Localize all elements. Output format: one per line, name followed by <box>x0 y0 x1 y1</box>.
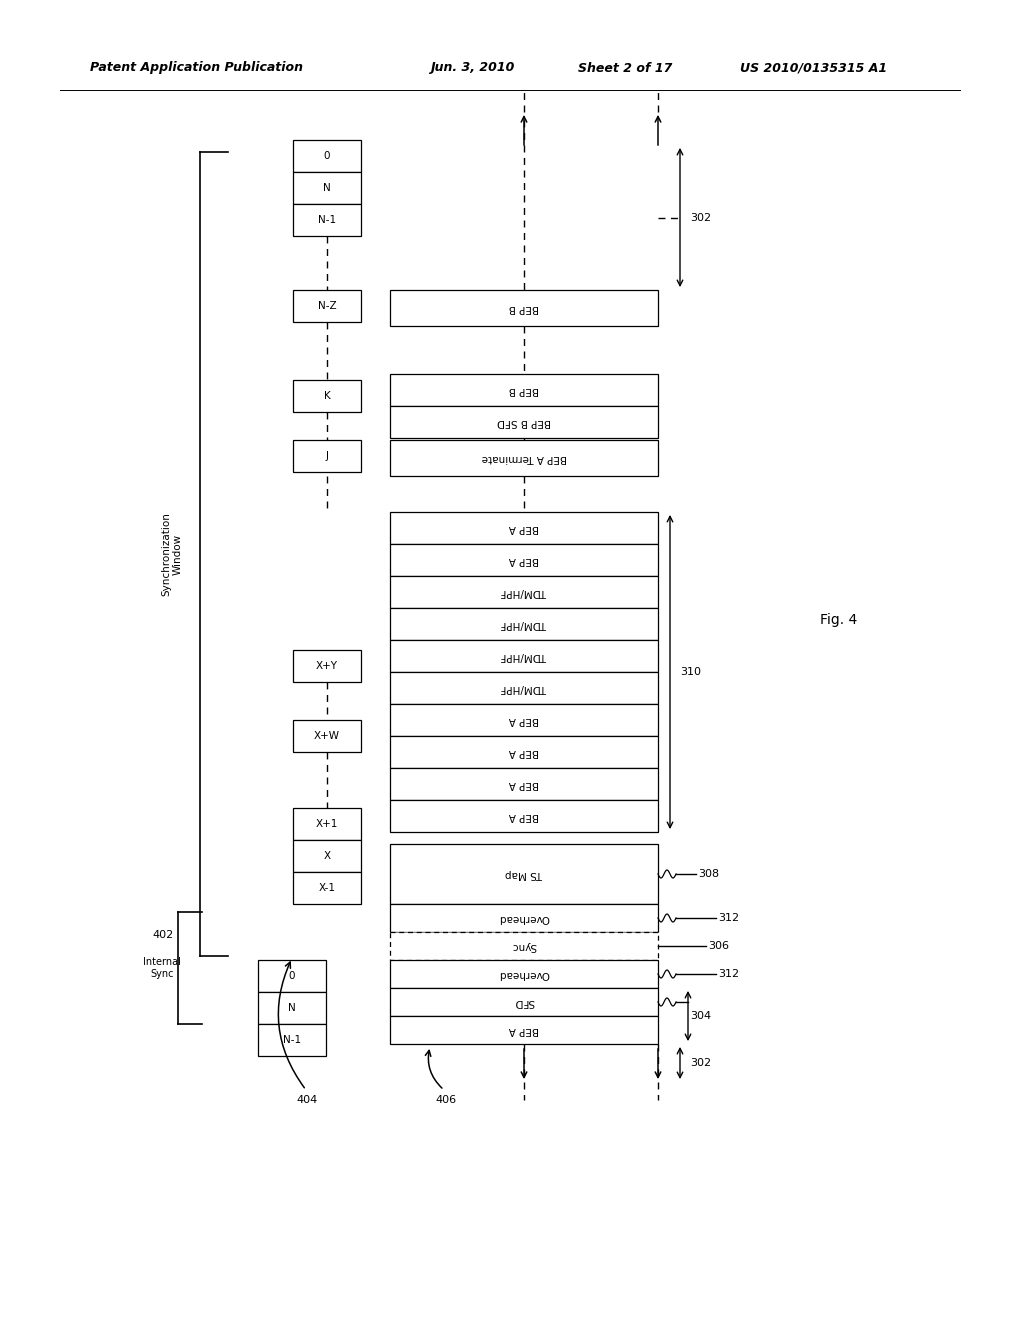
Text: 302: 302 <box>690 1059 711 1068</box>
Text: 310: 310 <box>680 667 701 677</box>
Bar <box>390 672 658 704</box>
Text: 304: 304 <box>690 1011 711 1020</box>
Text: Patent Application Publication: Patent Application Publication <box>90 62 303 74</box>
Bar <box>390 987 658 1016</box>
Bar <box>390 290 658 326</box>
Text: 306: 306 <box>708 941 729 950</box>
Bar <box>390 1016 658 1044</box>
Text: TDM/HPF: TDM/HPF <box>501 651 547 661</box>
Text: BEP A: BEP A <box>509 523 539 533</box>
Bar <box>293 205 361 236</box>
Bar <box>390 374 658 407</box>
Bar <box>293 808 361 840</box>
Bar <box>390 960 658 987</box>
Text: N-Z: N-Z <box>317 301 336 312</box>
Text: X+W: X+W <box>314 731 340 741</box>
Text: X+1: X+1 <box>315 818 338 829</box>
Text: 406: 406 <box>435 1096 456 1105</box>
Bar <box>258 960 326 993</box>
Text: 404: 404 <box>296 1096 317 1105</box>
Text: 312: 312 <box>718 969 739 979</box>
Bar <box>390 640 658 672</box>
Text: Sync: Sync <box>511 941 537 950</box>
Text: BEP A: BEP A <box>509 1026 539 1035</box>
Text: Fig. 4: Fig. 4 <box>820 612 857 627</box>
Text: BEP A: BEP A <box>509 779 539 789</box>
Text: 312: 312 <box>718 913 739 923</box>
Bar <box>390 440 658 477</box>
Bar <box>390 407 658 438</box>
Bar <box>293 172 361 205</box>
Text: K: K <box>324 391 331 401</box>
Bar <box>293 719 361 752</box>
Text: 0: 0 <box>324 150 331 161</box>
Text: Jun. 3, 2010: Jun. 3, 2010 <box>430 62 514 74</box>
Text: 302: 302 <box>690 213 711 223</box>
Text: BEP B SFD: BEP B SFD <box>497 417 551 426</box>
Text: 0: 0 <box>289 972 295 981</box>
Text: X+Y: X+Y <box>316 661 338 671</box>
Bar <box>390 800 658 832</box>
Bar <box>293 840 361 873</box>
Bar <box>293 140 361 172</box>
Text: BEP B: BEP B <box>509 304 539 313</box>
Text: TDM/HPF: TDM/HPF <box>501 587 547 597</box>
Bar <box>390 932 658 960</box>
Text: N: N <box>288 1003 296 1012</box>
Text: Sheet 2 of 17: Sheet 2 of 17 <box>578 62 673 74</box>
Text: N-1: N-1 <box>317 215 336 224</box>
Text: BEP A: BEP A <box>509 810 539 821</box>
Bar <box>390 544 658 576</box>
Text: TDM/HPF: TDM/HPF <box>501 682 547 693</box>
Text: J: J <box>326 451 329 461</box>
Bar <box>258 993 326 1024</box>
Bar <box>390 843 658 904</box>
Bar <box>293 440 361 473</box>
Text: SFD: SFD <box>514 997 535 1007</box>
Text: TDM/HPF: TDM/HPF <box>501 619 547 630</box>
Bar <box>390 512 658 544</box>
Text: TS Map: TS Map <box>505 869 543 879</box>
Bar <box>390 704 658 737</box>
Bar <box>390 768 658 800</box>
Text: BEP A: BEP A <box>509 747 539 756</box>
Bar <box>293 380 361 412</box>
Text: 308: 308 <box>698 869 719 879</box>
Text: X: X <box>324 851 331 861</box>
Bar <box>258 1024 326 1056</box>
Bar <box>390 576 658 609</box>
Text: Internal
Sync: Internal Sync <box>143 957 181 979</box>
Bar <box>390 737 658 768</box>
Text: N: N <box>324 183 331 193</box>
Text: BEP B: BEP B <box>509 385 539 395</box>
Text: BEP A: BEP A <box>509 554 539 565</box>
Text: US 2010/0135315 A1: US 2010/0135315 A1 <box>740 62 887 74</box>
Text: Synchronization
Window: Synchronization Window <box>161 512 183 595</box>
Bar <box>390 609 658 640</box>
Text: X-1: X-1 <box>318 883 336 894</box>
Bar <box>293 290 361 322</box>
Text: BEP A Terminate: BEP A Terminate <box>481 453 566 463</box>
Bar <box>390 904 658 932</box>
Text: BEP A: BEP A <box>509 715 539 725</box>
Text: Overhead: Overhead <box>499 913 550 923</box>
Bar <box>293 873 361 904</box>
Text: Overhead: Overhead <box>499 969 550 979</box>
Bar <box>293 649 361 682</box>
Text: N-1: N-1 <box>283 1035 301 1045</box>
Text: 402: 402 <box>152 931 173 940</box>
